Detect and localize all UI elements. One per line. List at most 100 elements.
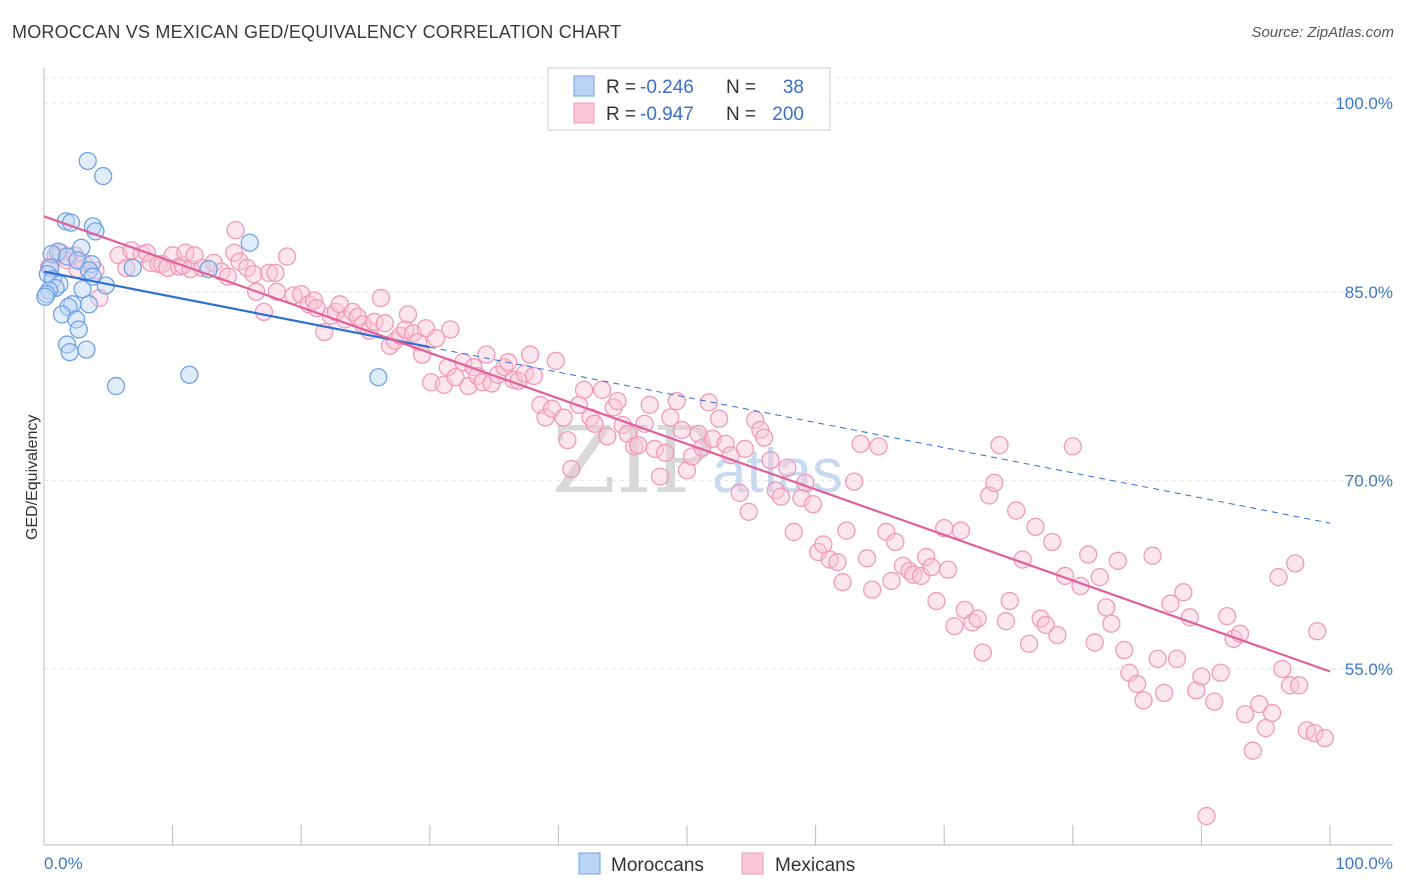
watermark: ZIP atlas [552,407,843,514]
data-point [755,428,774,447]
data-point [1079,545,1098,564]
bottom-legend-label-moroccans: Moroccans [611,855,704,876]
data-point [266,263,285,283]
data-point [398,305,418,324]
trend-lines [43,215,1331,673]
data-point [1243,741,1262,760]
data-point [951,521,971,540]
data-point [735,439,755,459]
data-point [1192,667,1211,686]
data-point [1036,615,1055,635]
data-point [814,535,833,554]
data-point [73,280,92,299]
data-point [968,609,987,628]
data-point [240,233,259,252]
grid [44,77,1393,670]
data-point [558,430,577,450]
data-point [1127,674,1147,694]
data-point [277,247,297,266]
series-legend: Moroccans Mexicans [578,852,855,876]
data-point [882,571,901,591]
data-point [927,591,946,611]
data-point [1007,501,1026,520]
x-tick-label-left: 0.0% [44,854,83,873]
data-point [863,580,882,599]
data-point [1143,546,1162,565]
data-point [828,552,847,572]
data-point [677,461,697,480]
data-point [699,393,719,412]
data-point [60,342,79,362]
data-point [1019,634,1039,653]
legend-swatch-moroccans [573,75,595,97]
data-point [985,473,1004,493]
data-point [640,395,659,415]
data-point [1026,517,1045,537]
data-point [761,451,780,470]
data-point [375,314,394,333]
data-point [254,302,274,322]
data-point [672,420,692,440]
data-point [554,408,573,427]
data-point [477,345,496,364]
data-point [1134,691,1153,710]
legend-r-label-1: R = [606,77,636,98]
data-point [1197,806,1216,826]
legend-n-value-2: 200 [772,104,804,125]
data-point [441,320,460,339]
data-point [917,547,936,567]
x-tick-label-right: 100.0% [1335,854,1393,873]
data-point [1161,594,1180,613]
data-point [1148,649,1167,669]
data-point [1256,718,1275,738]
data-point [869,437,888,456]
data-point [562,459,581,479]
data-point [1174,583,1193,602]
data-point [427,329,446,348]
data-point [68,251,87,270]
data-point [117,258,136,278]
data-point [1250,695,1269,714]
data-point [1262,703,1282,723]
data-point [778,458,797,477]
data-point [746,410,765,430]
data-point [990,436,1009,455]
data-point [996,612,1016,631]
data-point [771,487,791,506]
chart-title: MOROCCAN VS MEXICAN GED/EQUIVALENCY CORR… [12,22,622,42]
legend-swatch-mexicans [573,102,595,124]
data-point [655,443,675,462]
data-point [225,243,244,262]
trend-line-moroccans [43,270,431,349]
legend-r-value-2: -0.947 [640,104,694,125]
data-point [608,391,627,411]
data-point [57,247,77,266]
data-point [1043,532,1062,552]
data-point [94,166,113,186]
trend-line-moroccans-extension [429,346,1331,524]
data-point [149,254,168,274]
data-point [837,521,856,540]
y-tick-label: 100.0% [1335,94,1393,113]
data-point [78,151,97,171]
legend-r-label-2: R = [606,104,636,125]
data-point [244,265,263,284]
data-point [1187,681,1206,700]
data-point [857,549,877,568]
data-point [1205,692,1224,711]
bottom-legend-label-mexicans: Mexicans [775,855,855,876]
data-point [938,560,958,579]
data-point [520,345,540,364]
data-point [1102,614,1121,633]
data-point [730,483,749,503]
data-point [803,495,823,514]
data-point [784,522,803,542]
data-point [42,244,61,264]
data-point [1048,625,1067,645]
data-point [667,391,686,411]
data-point [524,366,544,386]
data-point [592,380,612,399]
data-point [1307,622,1327,641]
data-point [371,288,391,308]
legend-n-label-1: N = [726,77,756,98]
